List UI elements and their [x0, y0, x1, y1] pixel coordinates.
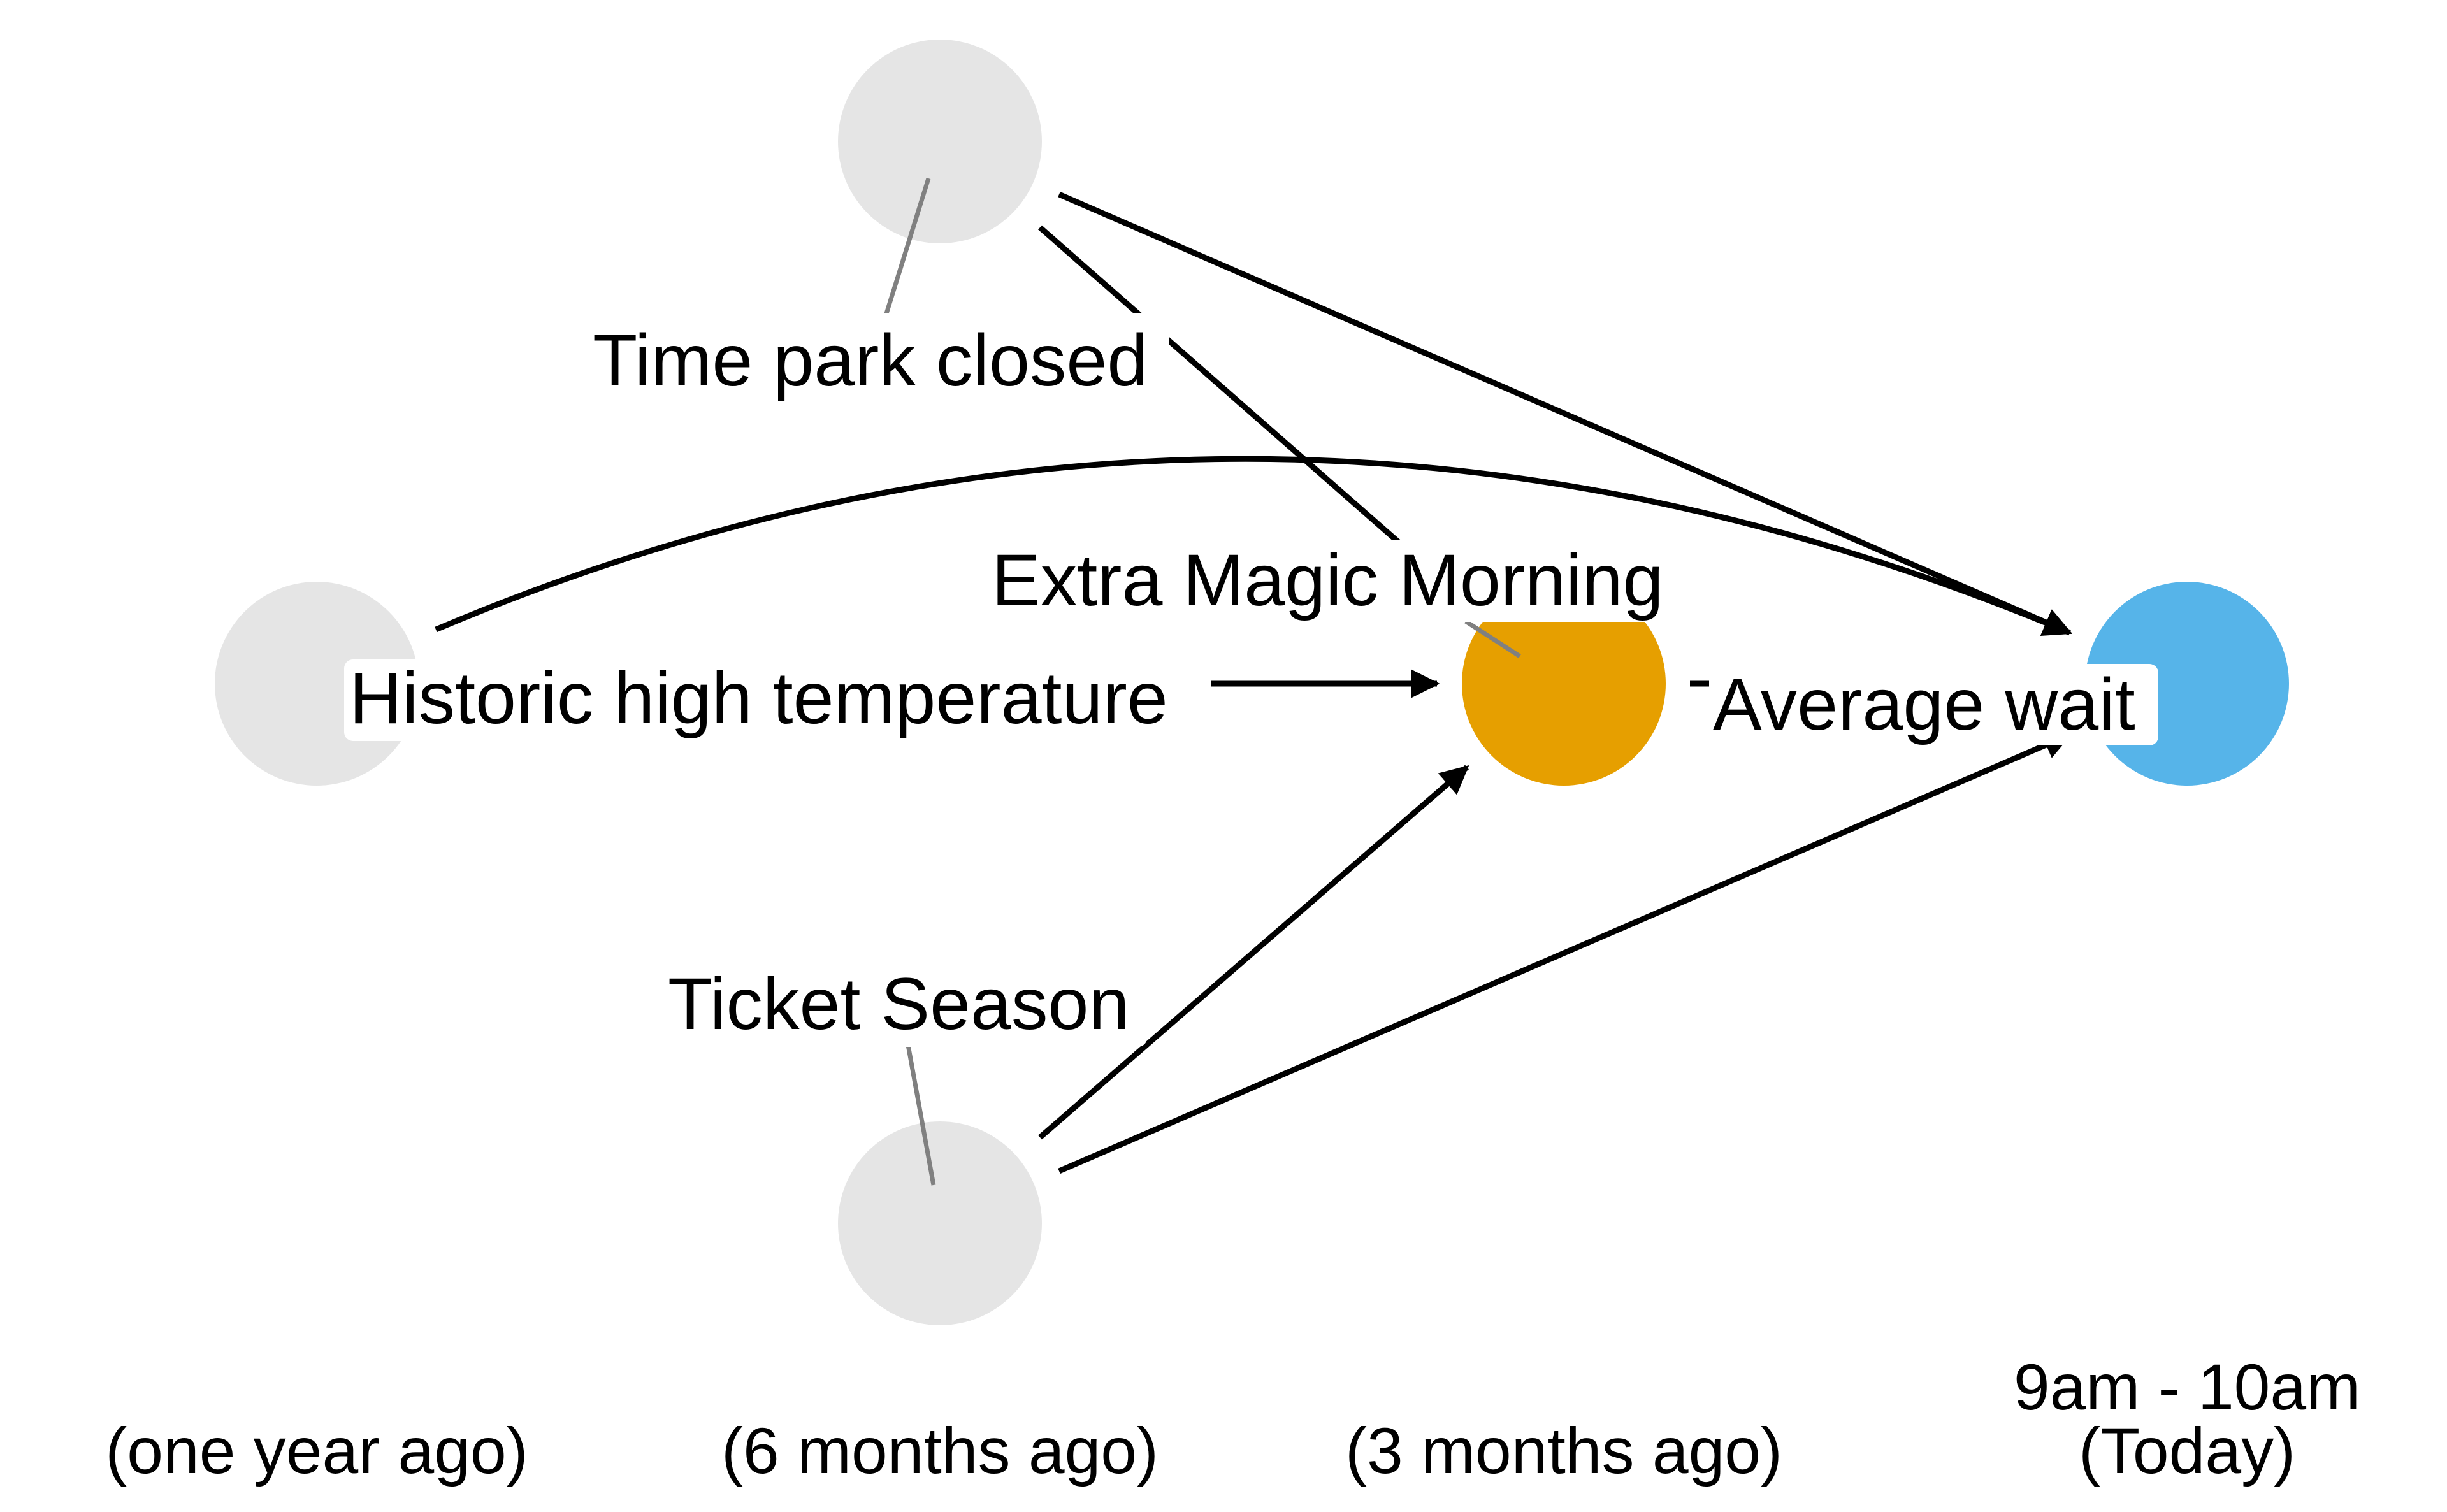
node-park-close	[838, 40, 1042, 243]
time-label-one-year-ago: (one year ago)	[105, 1415, 528, 1487]
edge-ticket-season-to-average-wait	[1058, 731, 2073, 1174]
label-bg-temp	[344, 659, 1211, 741]
time-label-six-months-ago: (6 months ago)	[721, 1415, 1159, 1487]
label-average-wait: Average wait	[1713, 664, 2135, 745]
label-bg-ticket-season	[663, 965, 1147, 1047]
edge-ticket-season-to-extra-magic	[1038, 765, 1469, 1140]
leader-extra-magic	[1464, 619, 1521, 658]
leader-ticket-season	[906, 1044, 936, 1186]
label-ticket-season: Ticket Season	[668, 963, 1129, 1045]
time-label-today: (Today)	[2079, 1415, 2295, 1487]
time-label-three-months-ago: (3 months ago)	[1345, 1415, 1782, 1487]
label-extra-magic: Extra Magic Morning	[992, 540, 1664, 621]
label-bg-extra-magic	[988, 540, 1695, 622]
label-bg-park-close	[589, 313, 1169, 403]
node-ticket-season	[838, 1121, 1042, 1325]
label-bg-average-wait	[1709, 664, 2158, 745]
leader-park-close	[881, 177, 931, 323]
label-temp: Historic high temperature	[349, 658, 1168, 739]
time-label-today-hours: 9am - 10am	[2014, 1351, 2360, 1423]
node-extra-magic	[1462, 582, 1666, 786]
label-park-close: Time park closed	[593, 320, 1148, 401]
edge-park-close-to-extra-magic	[1038, 225, 1469, 605]
edge-park-close-to-average-wait	[1058, 191, 2073, 636]
edge-temp-to-average-wait	[435, 456, 2073, 637]
